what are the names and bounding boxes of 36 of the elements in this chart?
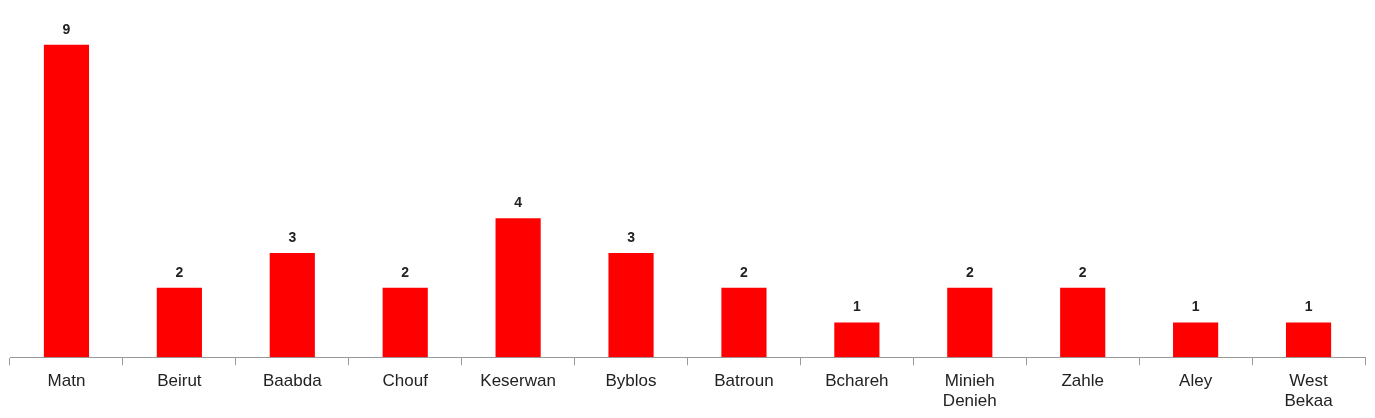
data-label: 3: [627, 228, 636, 245]
bar: [156, 287, 202, 358]
data-label: 1: [1191, 298, 1200, 315]
data-label: 2: [175, 263, 184, 280]
bar: [608, 253, 654, 358]
data-label: 3: [288, 228, 297, 245]
x-tick-label: West Bekaa: [1284, 371, 1334, 411]
bar: [834, 322, 880, 358]
data-label: 2: [965, 263, 974, 280]
data-label: 4: [514, 194, 523, 211]
bar: [495, 218, 541, 358]
data-label: 1: [852, 298, 861, 315]
x-tick-label: Matn: [47, 371, 86, 391]
bar: [947, 287, 993, 358]
x-tick-label: Bchareh: [825, 371, 889, 391]
x-tick-label: Minieh Denieh: [942, 371, 997, 411]
bar: [269, 253, 315, 358]
data-label: 9: [62, 20, 71, 37]
bar: [1285, 322, 1332, 358]
bar: [1173, 322, 1219, 358]
data-label: 2: [740, 263, 749, 280]
data-label: 2: [1078, 263, 1087, 280]
x-tick-label: Beirut: [157, 371, 202, 391]
bar: [382, 287, 428, 358]
bar: [43, 44, 90, 358]
x-tick-label: Chouf: [382, 371, 429, 391]
x-tick-label: Aley: [1179, 371, 1213, 391]
x-tick-label: Byblos: [605, 371, 657, 391]
data-label: 1: [1304, 298, 1313, 315]
x-tick-label: Batroun: [714, 371, 774, 391]
bar: [721, 287, 767, 358]
x-tick-label: Zahle: [1061, 371, 1104, 391]
bar: [1060, 287, 1106, 358]
x-tick-label: Keserwan: [480, 371, 556, 391]
x-tick-label: Baabda: [262, 371, 323, 391]
data-label: 2: [401, 263, 410, 280]
